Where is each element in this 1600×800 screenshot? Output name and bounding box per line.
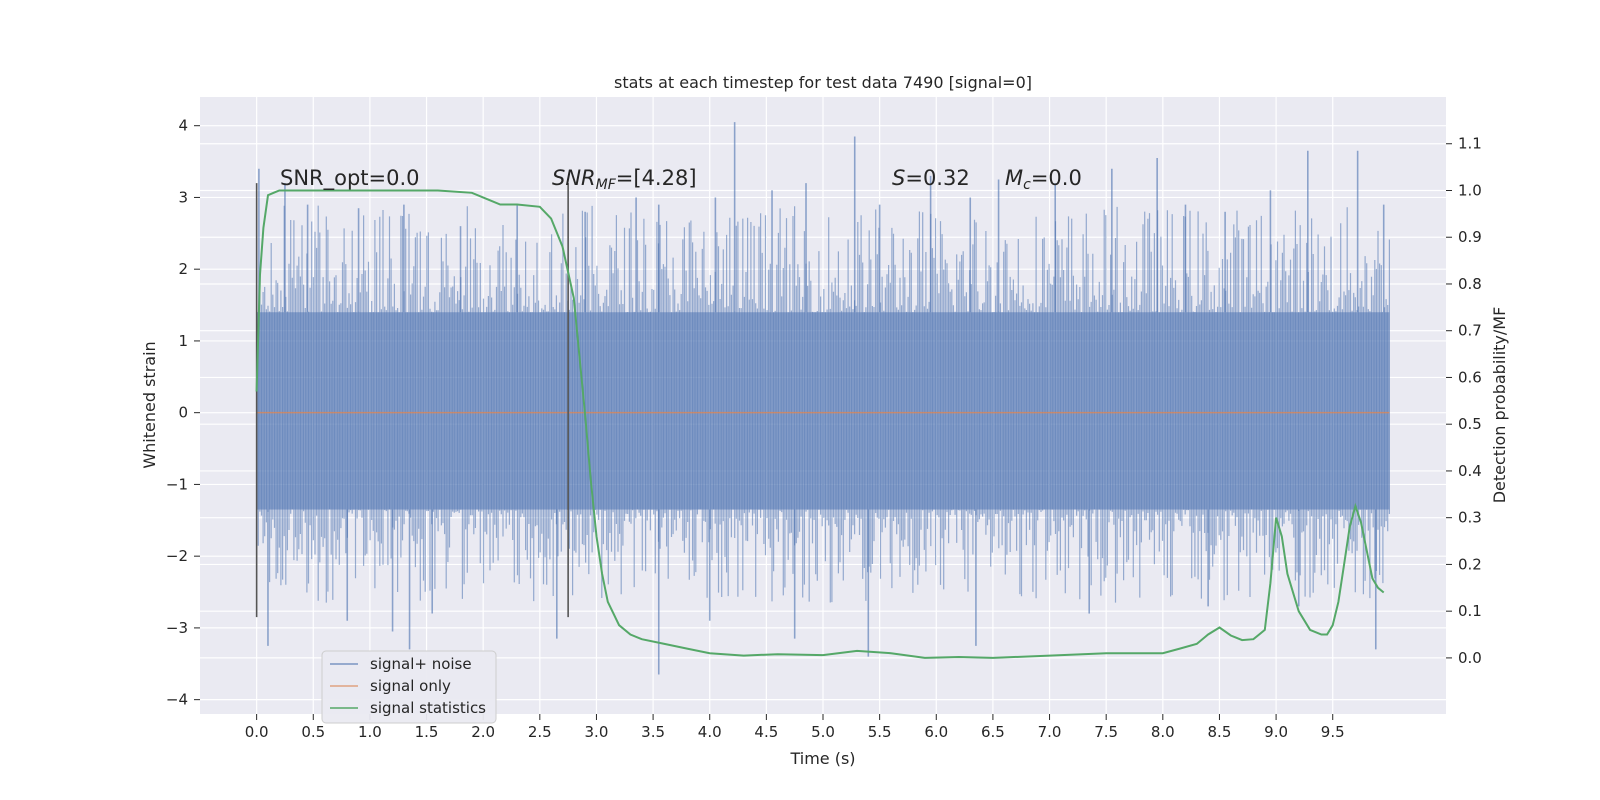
y-right-tick-label: 0.7 — [1458, 322, 1482, 340]
y-right-tick-label: 0.2 — [1458, 555, 1482, 573]
x-axis-ticks: 0.0 0.5 1.0 1.5 2.0 2.5 3.0 3.5 4.0 4.5 5.0 5.5 6.0 6… — [245, 714, 1345, 741]
s-annotation: S=0.32 — [892, 166, 970, 190]
y-right-tick-label: 1.0 — [1458, 181, 1482, 199]
s-name: S — [892, 166, 905, 190]
y-left-tick-label: 2 — [178, 260, 188, 278]
y-left-tick-label: −4 — [166, 691, 188, 709]
x-tick-label: 0.0 — [245, 723, 269, 741]
y-left-tick-label: −3 — [166, 619, 188, 637]
x-tick-label: 1.0 — [358, 723, 382, 741]
mc-annotation: Mc=0.0 — [1005, 166, 1082, 193]
x-tick-label: 4.0 — [698, 723, 722, 741]
legend: signal+ noise signal only signal statist… — [321, 650, 497, 724]
x-tick-label: 0.5 — [301, 723, 325, 741]
y-left-tick-label: −2 — [166, 547, 188, 565]
x-axis-label: Time (s) — [789, 749, 855, 768]
right-y-axis-label: Detection probability/MF — [1490, 307, 1509, 504]
x-tick-label: 5.0 — [811, 723, 835, 741]
snr-mf-subscript: MF — [596, 177, 617, 193]
mc-subscript: c — [1023, 177, 1031, 193]
signal-statistics-line — [255, 189, 1385, 659]
x-tick-label: 7.0 — [1038, 723, 1062, 741]
legend-box — [321, 650, 497, 724]
s-value: =0.32 — [905, 166, 969, 190]
mc-value: =0.0 — [1031, 166, 1082, 190]
x-tick-label: 5.5 — [868, 723, 892, 741]
x-tick-label: 8.5 — [1208, 723, 1232, 741]
x-tick-label: 1.5 — [415, 723, 439, 741]
series-signal-statistics — [255, 189, 1385, 659]
x-tick-label: 2.0 — [471, 723, 495, 741]
x-tick-label: 9.5 — [1321, 723, 1345, 741]
x-tick-label: 7.5 — [1094, 723, 1118, 741]
y-right-tick-label: 1.1 — [1458, 135, 1482, 153]
left-y-axis-ticks: 4 3 2 1 0 −1 −2 −3 −4 — [166, 117, 200, 709]
y-right-tick-label: 0.5 — [1458, 415, 1482, 433]
x-tick-label: 6.5 — [981, 723, 1005, 741]
snr-mf-name: SNR — [552, 166, 596, 190]
snr-opt-annotation: SNR_opt=0.0 — [280, 166, 420, 191]
y-right-tick-label: 0.4 — [1458, 462, 1482, 480]
legend-label-signal-statistics: signal statistics — [370, 699, 486, 717]
snr-mf-value: =[4.28] — [616, 166, 697, 190]
y-right-tick-label: 0.0 — [1458, 649, 1482, 667]
left-y-axis-label: Whitened strain — [140, 341, 159, 468]
mc-name: M — [1005, 166, 1023, 190]
series-signal-noise — [256, 122, 1390, 675]
x-tick-label: 4.5 — [754, 723, 778, 741]
y-left-tick-label: 0 — [178, 404, 188, 422]
y-left-tick-label: −1 — [166, 475, 188, 493]
y-left-tick-label: 4 — [178, 117, 188, 135]
x-tick-label: 3.0 — [585, 723, 609, 741]
y-right-tick-label: 0.1 — [1458, 602, 1482, 620]
right-y-axis-ticks: 1.1 1.0 0.9 0.8 0.7 0.6 0.5 0.4 0.3 0.2 0.1 0.0 — [1446, 135, 1482, 667]
y-left-tick-label: 1 — [178, 332, 188, 350]
x-tick-label: 3.5 — [641, 723, 665, 741]
chart-title: stats at each timestep for test data 749… — [614, 73, 1032, 92]
legend-label-signal-noise: signal+ noise — [370, 655, 472, 673]
y-left-tick-label: 3 — [178, 188, 188, 206]
y-right-tick-label: 0.3 — [1458, 509, 1482, 527]
y-right-tick-label: 0.6 — [1458, 368, 1482, 386]
x-tick-label: 2.5 — [528, 723, 552, 741]
x-tick-label: 9.0 — [1264, 723, 1288, 741]
y-right-tick-label: 0.8 — [1458, 275, 1482, 293]
snr-mf-annotation: SNRMF=[4.28] — [552, 166, 697, 193]
vertical-markers — [255, 183, 569, 618]
x-tick-label: 6.0 — [924, 723, 948, 741]
noise-band — [256, 312, 1390, 510]
legend-label-signal-only: signal only — [370, 677, 451, 695]
y-right-tick-label: 0.9 — [1458, 228, 1482, 246]
x-tick-label: 8.0 — [1151, 723, 1175, 741]
